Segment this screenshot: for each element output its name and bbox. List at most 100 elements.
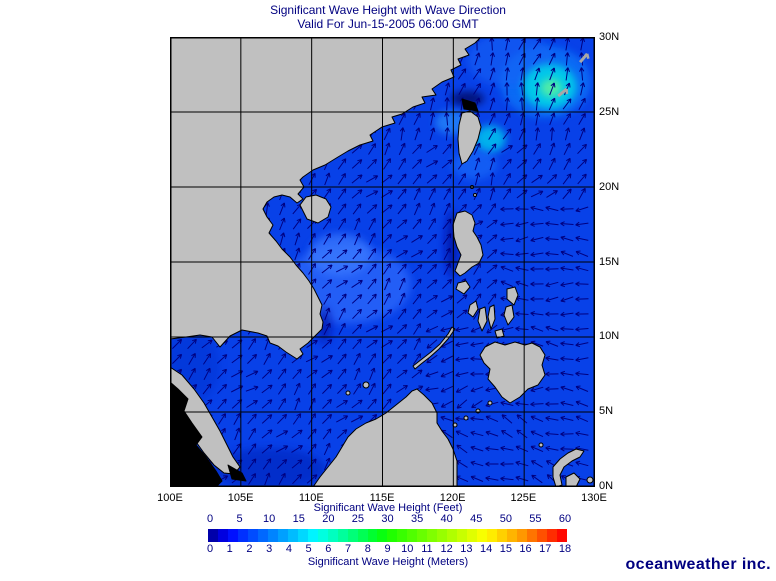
colorbar-segment-4 [247,529,258,542]
lat-lon-gridlines [170,37,595,487]
land-bohol [494,328,505,339]
cb-meter-ticks-4: 4 [285,543,292,555]
colorbar-segment-17 [377,529,388,542]
obs-marker-2-shaft [578,52,589,64]
colorbar-segment-26 [467,529,478,542]
land-leyte [503,304,515,326]
lat-label-0N: 0N [599,480,614,492]
obs-marker-2 [578,52,590,64]
lat-label-25N: 25N [599,105,620,118]
lat-label-15N: 15N [599,255,620,268]
cb-meter-ticks-18: 18 [558,543,572,555]
colorbar-segment-10 [307,529,318,542]
cb-meter-ticks-0: 0 [206,543,214,555]
colorbar-segment-20 [407,529,418,542]
cb-meter-ticks-14: 14 [479,543,493,555]
cb-feet-ticks-30: 30 [381,513,394,525]
colorbar-segment-34 [546,529,557,542]
cb-feet-ticks-15: 15 [292,513,305,525]
island-sangihe [538,442,544,448]
valid-time-subtitle: Valid For Jun-15-2005 06:00 GMT [297,17,479,31]
oceanweather-logo: oceanweather inc. [625,556,771,573]
land-north-taiwan-shadow [461,98,479,112]
island-natuna [362,381,370,389]
cb-meter-ticks-7: 7 [344,543,352,555]
colorbar-segment-32 [527,529,537,542]
lon-label-130E: 130E [581,492,607,504]
lat-label-30N: 30N [599,31,620,43]
colorbar-segment-0 [208,529,218,542]
land-samar [506,286,519,306]
island-batan-2 [473,193,477,197]
cb-meter-ticks-12: 12 [440,543,453,555]
cb-meter-ticks-16: 16 [519,543,532,555]
colorbar-segment-31 [517,529,527,542]
shade-ne-cyan-core [540,79,562,97]
observation-markers [557,52,590,98]
lon-label-105E: 105E [227,492,254,504]
colorbar-segment-13 [337,529,348,542]
colorbar-segment-27 [477,529,488,542]
cb-meter-ticks-3: 3 [266,543,273,555]
colorbar-segment-33 [536,529,547,542]
cb-meter-ticks-17: 17 [539,543,552,555]
cb-meter-ticks-6: 6 [325,543,332,555]
cb-feet-ticks-55: 55 [529,513,542,525]
lat-label-20N: 20N [599,180,620,193]
landmasses [170,37,594,487]
obs-marker-2-barb [585,53,590,59]
colorbar-segment-29 [497,529,508,542]
obs-marker-1 [557,87,569,98]
colorbar-segment-21 [417,529,428,542]
land-sulawesi-arm-2 [565,472,581,487]
cb-feet-ticks-60: 60 [558,513,572,525]
colorbar-segment-24 [447,529,458,542]
cb-meter-ticks-10: 10 [401,543,414,555]
lat-label-5N: 5N [599,405,614,418]
land-cebu [487,304,496,330]
colorbar-segment-12 [327,529,338,542]
colorbar-segment-28 [487,529,498,542]
land-sulawesi-arm [552,448,585,487]
wave-height-colorbar [208,529,567,542]
cb-feet-ticks-10: 10 [263,513,276,525]
colorbar-segment-8 [287,529,298,542]
colorbar-segment-2 [227,529,238,542]
map-plot-area [170,37,595,487]
land-hainan [299,194,332,224]
colorbar-meters-label: Significant Wave Height (Meters) [307,556,469,568]
colorbar-feet-label: Significant Wave Height (Feet) [313,502,463,514]
island-anambas [345,390,351,396]
cb-feet-ticks-20: 20 [322,513,335,525]
land-palawan [412,326,456,370]
cb-meter-ticks-13: 13 [460,543,473,555]
lon-label-115E: 115E [369,492,395,504]
cb-feet-ticks-40: 40 [440,513,453,525]
colorbar-segment-11 [317,529,328,542]
colorbar-segment-23 [437,529,448,542]
colorbar-segment-35 [556,529,567,542]
land-mainland-asia [170,37,482,360]
cb-feet-ticks-50: 50 [499,513,512,525]
land-panay [467,300,479,318]
colorbar-segment-1 [217,529,228,542]
page-title: Significant Wave Height with Wave Direct… [270,3,506,17]
colorbar-segment-30 [507,529,518,542]
shade-central-scs-core [308,233,372,276]
colorbar-segment-5 [257,529,268,542]
cb-meter-ticks-1: 1 [226,543,233,555]
colorbar-segment-15 [357,529,368,542]
lon-label-100E: 100E [157,492,183,504]
cb-meter-ticks-2: 2 [246,543,253,555]
cb-feet-ticks-25: 25 [351,513,365,525]
colorbar-segment-25 [457,529,468,542]
cb-feet-ticks-0: 0 [206,513,214,525]
land-mindoro [455,280,471,295]
island-sulu-1 [487,400,493,406]
island-halmahera-tip [586,476,594,484]
lon-label-110E: 110E [298,492,324,504]
cb-meter-ticks-15: 15 [499,543,512,555]
wave-height-map [170,37,595,487]
land-singapore-shadow [227,464,247,482]
cb-feet-ticks-45: 45 [470,513,483,525]
